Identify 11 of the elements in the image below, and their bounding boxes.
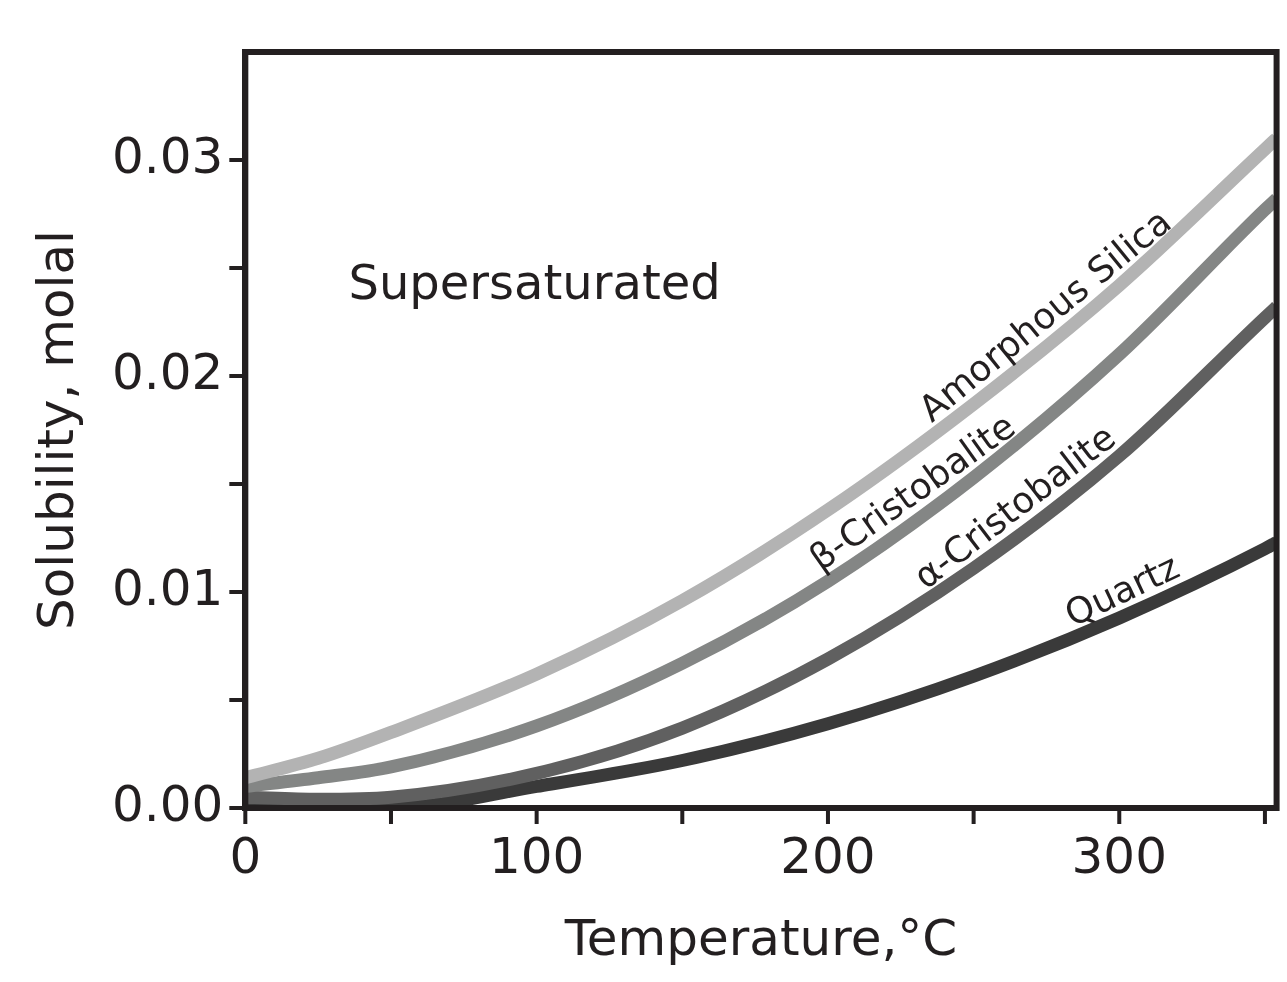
x-tick-label: 200 bbox=[780, 826, 876, 885]
y-tick-label: 0.03 bbox=[112, 126, 224, 185]
x-tick-label: 300 bbox=[1071, 826, 1167, 885]
y-tick-label: 0.02 bbox=[112, 342, 224, 401]
y-tick-label: 0.01 bbox=[112, 558, 224, 617]
annotation: Supersaturated bbox=[348, 253, 721, 310]
y-axis-title: Solubility, molal bbox=[26, 229, 85, 631]
x-tick-label: 0 bbox=[229, 826, 262, 885]
y-tick-label: 0.00 bbox=[112, 774, 224, 833]
x-tick-label: 100 bbox=[488, 826, 585, 885]
x-axis-title: Temperature,°C bbox=[563, 908, 958, 967]
